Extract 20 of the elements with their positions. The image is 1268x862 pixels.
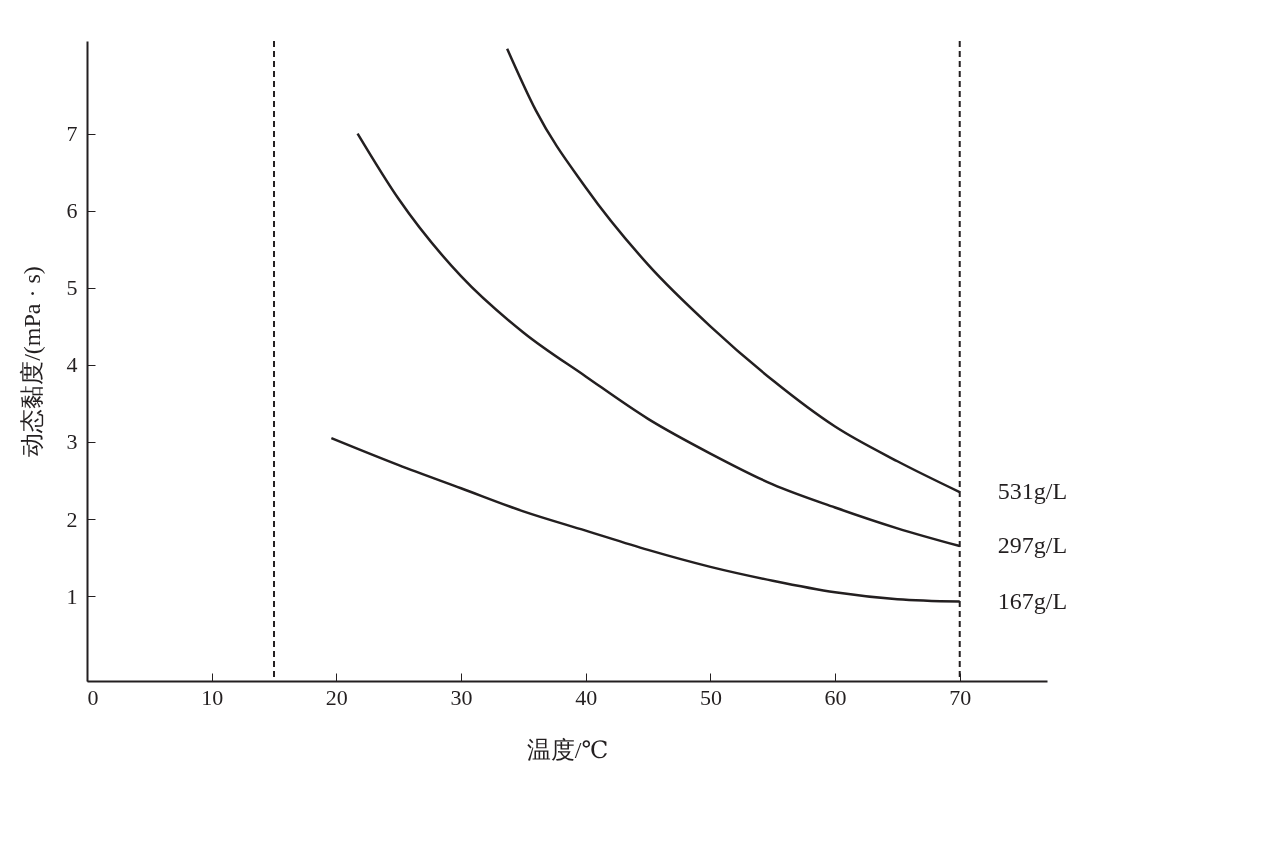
series-label: 531g/L [997, 478, 1068, 505]
series-label: 297g/L [997, 532, 1068, 559]
y-tick-label: 7 [66, 121, 78, 147]
y-axis-title: 动态黏度/(mPa · s) [18, 266, 45, 457]
x-tick-label: 50 [699, 684, 722, 710]
y-tick-label: 5 [66, 275, 78, 301]
x-tick-label: 20 [325, 684, 348, 710]
x-tick-label: 70 [949, 684, 972, 710]
x-tick-label: 40 [575, 684, 598, 710]
y-tick-label: 4 [66, 352, 78, 378]
x-axis-title: 温度/℃ [526, 736, 609, 763]
x-tick-label: 10 [201, 684, 224, 710]
y-tick-label: 2 [66, 506, 78, 532]
x-tick-label: 60 [824, 684, 847, 710]
y-tick-label: 3 [66, 429, 78, 455]
y-tick-label: 1 [66, 583, 78, 609]
y-tick-label: 6 [66, 198, 78, 224]
series-label: 167g/L [997, 587, 1068, 614]
x-tick-label: 30 [450, 684, 473, 710]
x-tick-label: 0 [87, 684, 99, 710]
